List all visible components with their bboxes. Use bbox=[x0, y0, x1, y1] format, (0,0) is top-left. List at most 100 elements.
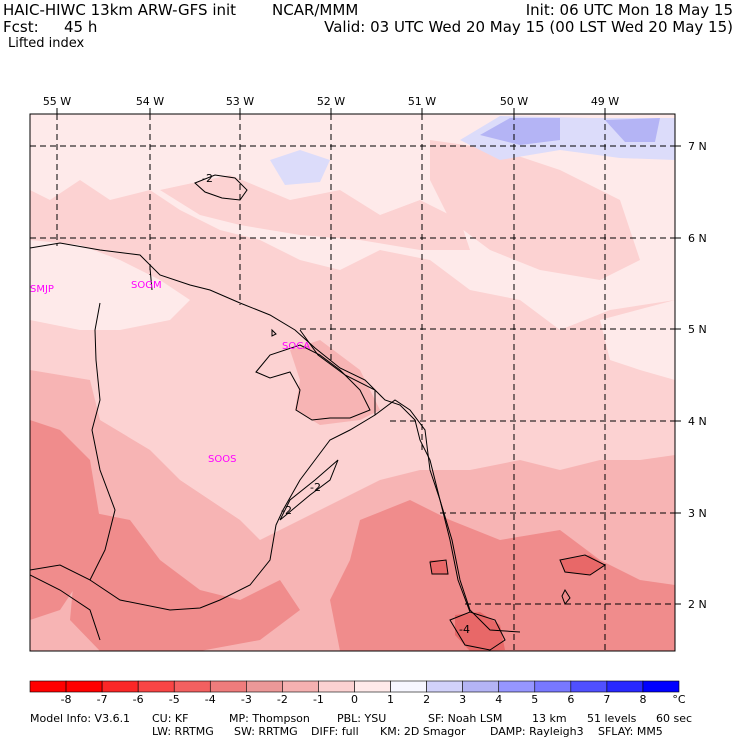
colorbar-tick-label: -8 bbox=[60, 693, 72, 706]
light-region-west bbox=[30, 240, 190, 330]
border-west bbox=[149, 267, 153, 291]
lon-ticks bbox=[56, 108, 606, 114]
colorbar-tick-label: -3 bbox=[240, 693, 252, 706]
colorbar-tick-label: 8 bbox=[639, 693, 647, 706]
darker-patch-east bbox=[560, 555, 605, 575]
map-frame bbox=[29, 113, 676, 652]
coastline bbox=[30, 242, 521, 633]
vertical-levels: 51 levels bbox=[587, 712, 637, 725]
cumulus-scheme: CU: KF bbox=[152, 712, 189, 725]
stations: SMJP SOGM SOCA SOOS bbox=[30, 280, 310, 465]
colorbar-tick-label: -4 bbox=[204, 693, 216, 706]
contour-line bbox=[429, 559, 449, 575]
river-line bbox=[30, 574, 101, 641]
forecast-hours: 45 h bbox=[64, 18, 98, 36]
colorbar-cell bbox=[390, 680, 427, 693]
model-title: HAIC-HIWC 13km ARW-GFS init bbox=[3, 1, 237, 19]
lat-label: 6 N bbox=[688, 232, 707, 245]
grid-spacing: 13 km bbox=[532, 712, 567, 725]
contour-labels: -2 -2 -2 -4 bbox=[202, 172, 470, 636]
dark-region-south bbox=[70, 510, 300, 651]
contour-line bbox=[559, 554, 606, 576]
colorbar-cell bbox=[606, 680, 644, 693]
station-label: SOOS bbox=[208, 454, 236, 465]
lon-label: 55 W bbox=[43, 95, 71, 108]
model-version: Model Info: V3.6.1 bbox=[30, 712, 131, 725]
colorbar-tick-label: 3 bbox=[459, 693, 467, 706]
grid bbox=[30, 114, 675, 651]
colorbar-cell bbox=[29, 680, 67, 693]
borders bbox=[30, 242, 521, 641]
lon-label: 49 W bbox=[591, 95, 619, 108]
colorbar-tick-label: -1 bbox=[312, 693, 324, 706]
colorbar-cell bbox=[642, 680, 680, 693]
colorbar-tick-label: -7 bbox=[96, 693, 108, 706]
colorbar-tick-label: 2 bbox=[423, 693, 431, 706]
center-name: NCAR/MMM bbox=[272, 1, 359, 19]
colorbar-cell bbox=[426, 680, 463, 693]
lat-label: 3 N bbox=[688, 507, 707, 520]
colorbar-tick-label: 1 bbox=[387, 693, 395, 706]
microphysics-scheme: MP: Thompson bbox=[229, 712, 310, 725]
colorbar-cell bbox=[246, 680, 283, 693]
colorbar-cell bbox=[282, 680, 319, 693]
blue-patch-ne-2 bbox=[605, 118, 660, 142]
surface-layer: SFLAY: MM5 bbox=[598, 725, 663, 738]
contour-line bbox=[194, 174, 248, 201]
field-name: Lifted index bbox=[8, 36, 85, 51]
pink-band-2 bbox=[430, 140, 640, 280]
border-guyana-suriname bbox=[30, 302, 116, 581]
km-option: KM: 2D Smagor bbox=[380, 725, 466, 738]
lat-labels: 7 N 6 N 5 N 4 N 3 N 2 N bbox=[688, 140, 707, 611]
valid-time: Valid: 03 UTC Wed 20 May 15 (00 LST Wed … bbox=[324, 18, 733, 36]
contour-label: -2 bbox=[310, 481, 321, 494]
colorbar-cell bbox=[354, 680, 391, 693]
mid-region-coast bbox=[290, 340, 380, 425]
colorbar bbox=[29, 680, 680, 693]
station-label: SOCA bbox=[282, 341, 310, 352]
surface-scheme: SF: Noah LSM bbox=[428, 712, 503, 725]
lon-label: 50 W bbox=[500, 95, 528, 108]
longwave-scheme: LW: RRTMG bbox=[152, 725, 214, 738]
colorbar-tick-label: -6 bbox=[132, 693, 144, 706]
init-time: Init: 06 UTC Mon 18 May 15 bbox=[525, 1, 733, 19]
darker-patch-mouth bbox=[455, 612, 505, 651]
diffusion: DIFF: full bbox=[311, 725, 359, 738]
border-suriname-french-guiana bbox=[89, 329, 376, 611]
contour-line bbox=[279, 459, 339, 521]
colorbar-cell bbox=[101, 680, 139, 693]
contour-line bbox=[255, 344, 371, 421]
dark-region-se bbox=[330, 500, 675, 651]
colorbar-cell bbox=[570, 680, 608, 693]
colorbar-cell bbox=[498, 680, 536, 693]
colorbar-cell bbox=[318, 680, 355, 693]
colorbar-cell bbox=[209, 680, 247, 693]
contour-line bbox=[271, 328, 277, 337]
lon-label: 53 W bbox=[226, 95, 254, 108]
colorbar-cell bbox=[137, 680, 175, 693]
lon-label: 52 W bbox=[317, 95, 345, 108]
cool-patch-center bbox=[270, 150, 330, 185]
timestep: 60 sec bbox=[656, 712, 693, 725]
contour-label: -2 bbox=[202, 172, 213, 185]
pink-band-1 bbox=[160, 175, 470, 250]
darker-patch-river bbox=[430, 560, 448, 575]
colorbar-tick-label: -2 bbox=[276, 693, 288, 706]
damping: DAMP: Rayleigh3 bbox=[490, 725, 584, 738]
colorbar-tick-label: 4 bbox=[495, 693, 503, 706]
lon-labels: 55 W 54 W 53 W 52 W 51 W 50 W 49 W bbox=[43, 95, 619, 108]
lat-label: 2 N bbox=[688, 598, 707, 611]
shortwave-scheme: SW: RRTMG bbox=[234, 725, 298, 738]
forecast-label: Fcst: bbox=[3, 18, 39, 36]
lat-label: 7 N bbox=[688, 140, 707, 153]
colorbar-tick-label: -5 bbox=[168, 693, 180, 706]
colorbar-tick-label: 6 bbox=[567, 693, 575, 706]
lat-label: 4 N bbox=[688, 415, 707, 428]
station-label: SOGM bbox=[131, 280, 162, 291]
station-label: SMJP bbox=[30, 284, 54, 295]
blue-patch-ne-1 bbox=[480, 118, 560, 145]
colorbar-cell bbox=[173, 680, 211, 693]
lat-ticks bbox=[675, 145, 681, 605]
colorbar-tick-label: 5 bbox=[531, 693, 539, 706]
